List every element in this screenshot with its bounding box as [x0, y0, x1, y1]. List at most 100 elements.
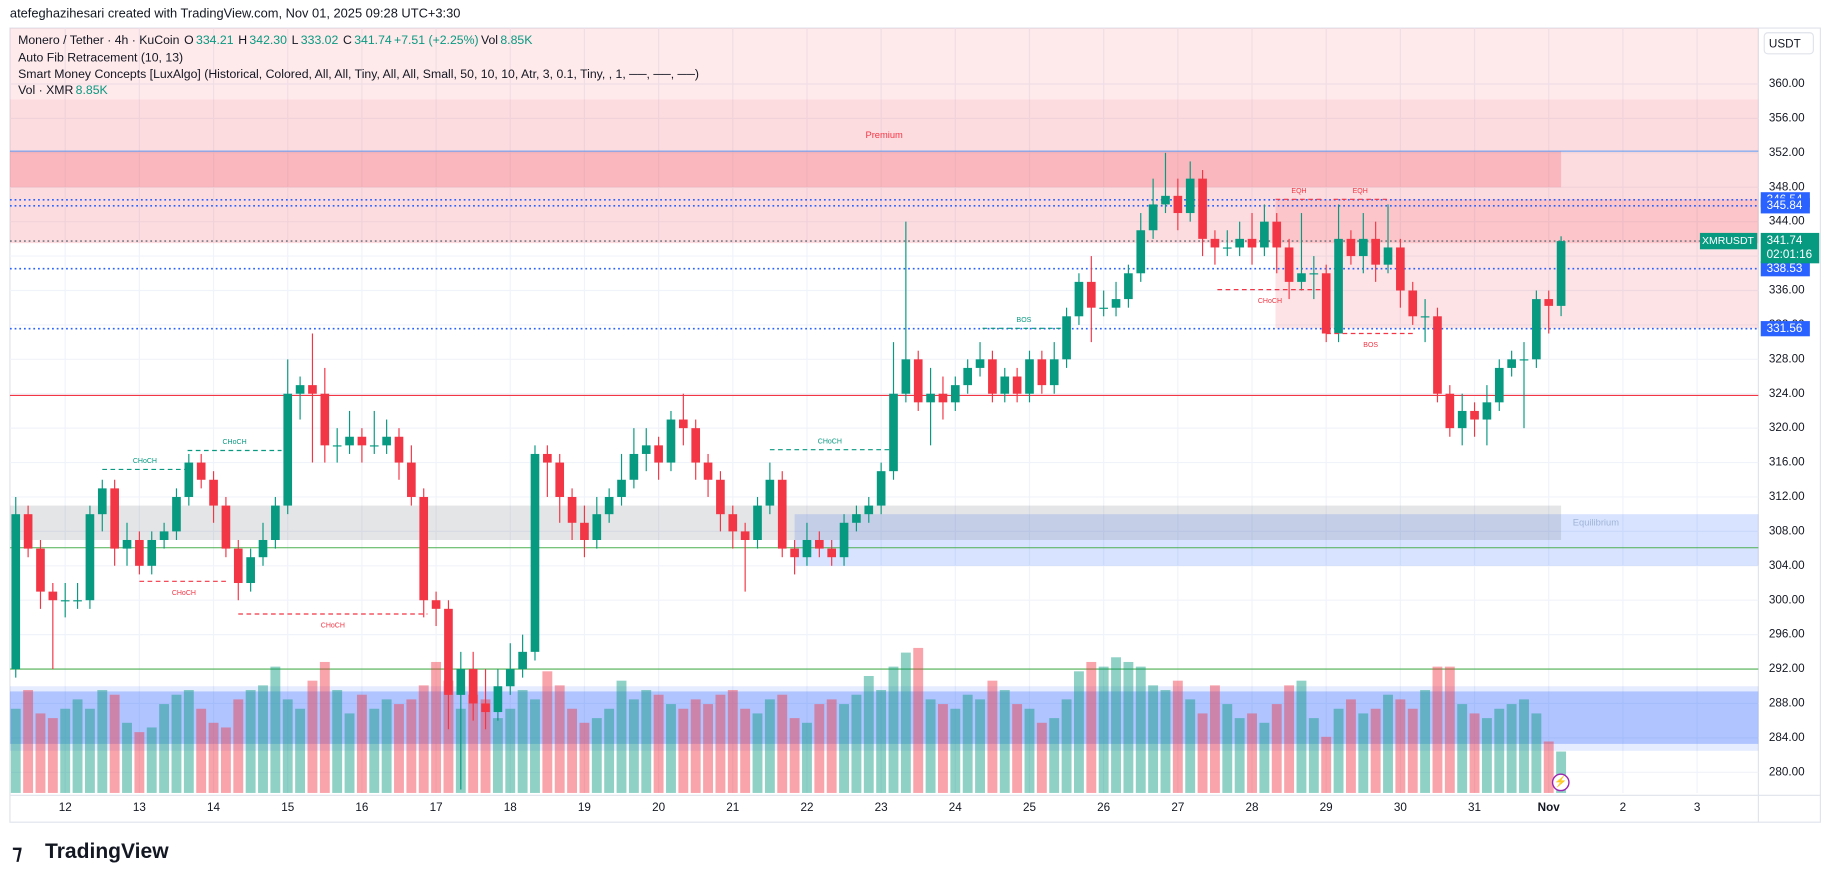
- candle-body: [728, 514, 738, 532]
- candle-body: [1507, 359, 1516, 368]
- y-tick-label: 280.00: [1769, 765, 1805, 778]
- legend-item: H: [238, 33, 247, 47]
- candle-body: [1433, 316, 1442, 394]
- candle-body: [1346, 238, 1356, 257]
- candle-body: [382, 436, 391, 446]
- volume-bar: [703, 704, 714, 793]
- volume-bar: [826, 699, 837, 793]
- volume-bar: [1172, 680, 1183, 793]
- y-tick-label: 304.00: [1769, 559, 1805, 572]
- candle-body: [60, 600, 70, 602]
- volume-bar: [1432, 666, 1443, 793]
- zone: [794, 514, 1759, 566]
- volume-bar: [1036, 722, 1047, 793]
- volume-bar: [418, 685, 429, 793]
- volume-bar: [1519, 699, 1529, 793]
- volume-bar: [1506, 704, 1517, 793]
- candle-body: [493, 686, 503, 713]
- x-tick-label: 23: [875, 801, 888, 814]
- volume-bar: [1284, 685, 1295, 793]
- volume-bar: [356, 694, 367, 793]
- volume-bar: [678, 708, 689, 793]
- volume-bar: [84, 708, 95, 793]
- volume-bar: [122, 722, 132, 793]
- candle-body: [1235, 238, 1244, 248]
- candle-body: [258, 539, 268, 558]
- candle-body: [295, 385, 305, 394]
- candle-body: [196, 462, 206, 480]
- volume-bar: [270, 666, 281, 793]
- x-tick-label: 30: [1394, 801, 1408, 814]
- candle-body: [950, 385, 960, 403]
- x-tick-label: 26: [1097, 801, 1110, 814]
- candle-body: [135, 539, 144, 566]
- candle-body: [1309, 273, 1319, 275]
- candle-body: [11, 514, 21, 670]
- volume-bar: [159, 704, 170, 793]
- candle-body: [641, 445, 651, 454]
- currency-button[interactable]: [1763, 32, 1814, 55]
- volume-bar: [1247, 713, 1257, 793]
- candle-body: [122, 539, 132, 549]
- candle-body: [827, 548, 837, 558]
- candle-body: [1420, 316, 1430, 318]
- candle-body: [271, 505, 280, 540]
- candle-body: [1519, 359, 1529, 361]
- candle-body: [1049, 359, 1059, 386]
- volume-bar: [196, 708, 207, 793]
- zone: [1275, 199, 1759, 329]
- candle-body: [1396, 247, 1405, 291]
- candle-body: [419, 496, 429, 601]
- volume-bar: [628, 699, 639, 793]
- last-price-label: 341.74: [1767, 234, 1803, 247]
- legend-item: 334.21: [196, 33, 234, 47]
- candle-body: [1185, 178, 1195, 214]
- volume-bar: [579, 722, 590, 793]
- candle-body: [703, 462, 713, 480]
- x-tick-label: 31: [1468, 801, 1481, 814]
- zone: [9, 686, 1759, 751]
- candle-body: [765, 479, 775, 506]
- volume-bar: [938, 704, 948, 793]
- volume-bar: [1024, 708, 1035, 793]
- volume-bar: [183, 690, 194, 793]
- volume-bar: [1395, 699, 1406, 793]
- candle-body: [184, 462, 194, 497]
- x-tick-label: 28: [1246, 801, 1259, 814]
- candle-body: [1210, 238, 1220, 248]
- candle-body: [1198, 178, 1207, 239]
- countdown: 02:01:16: [1767, 248, 1813, 261]
- y-tick-label: 288.00: [1769, 697, 1805, 710]
- candle-body: [1556, 241, 1566, 306]
- legend-item: L: [292, 33, 299, 47]
- volume-bar: [1197, 713, 1208, 793]
- candle-body: [1470, 410, 1479, 420]
- volume-bar: [604, 708, 615, 793]
- currency[interactable]: USDT: [1769, 38, 1801, 51]
- volume-bar: [727, 690, 738, 793]
- candle-body: [1383, 247, 1393, 265]
- candle-body: [1272, 221, 1282, 248]
- structure-label: BOS: [1363, 342, 1378, 349]
- candle-body: [172, 496, 181, 532]
- volume-bar: [1321, 736, 1332, 793]
- volume-bar: [47, 718, 58, 793]
- volume-bar: [146, 727, 157, 793]
- candle-body: [456, 669, 466, 695]
- volume-bar: [1271, 704, 1282, 793]
- candle-body: [876, 471, 886, 506]
- candle-body: [48, 591, 58, 601]
- volume-bar: [900, 652, 911, 793]
- candle-body: [394, 436, 404, 463]
- volume-bar: [554, 685, 565, 793]
- y-tick-label: 344.00: [1769, 215, 1805, 228]
- x-tick-label: 29: [1320, 801, 1333, 814]
- legend-item: Vol · XMR: [18, 83, 73, 97]
- candle-body: [1062, 316, 1071, 360]
- structure-label: CHoCH: [1258, 298, 1282, 305]
- y-tick-label: 292.00: [1769, 662, 1805, 675]
- x-tick-label: 3: [1694, 801, 1701, 814]
- zone: [9, 691, 1759, 744]
- candle-body: [233, 548, 243, 584]
- candle-body: [468, 669, 478, 704]
